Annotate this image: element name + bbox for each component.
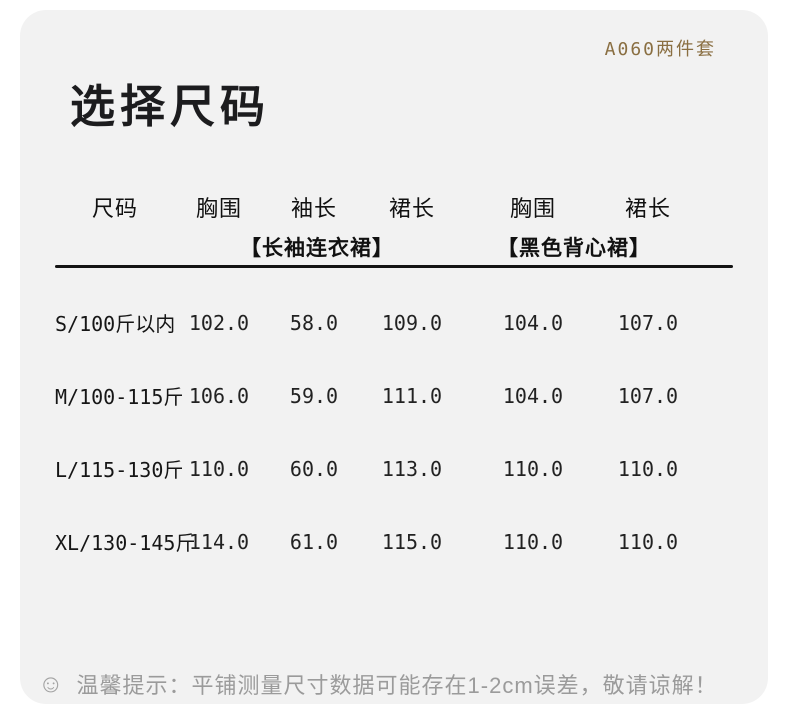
value-cell: 109.0 bbox=[381, 310, 443, 335]
value-cell: 59.0 bbox=[289, 383, 339, 408]
column-header-skirt-1: 裙长 bbox=[388, 196, 435, 221]
group-header-black-vest-dress: 【黑色背心裙】 bbox=[497, 237, 651, 260]
size-cell: L/115-130斤 bbox=[55, 458, 184, 482]
size-cell: M/100-115斤 bbox=[55, 385, 184, 409]
table-header-row: 尺码 胸围 袖长 裙长 胸围 裙长 bbox=[20, 185, 768, 229]
table-divider bbox=[55, 265, 733, 268]
value-cell: 110.0 bbox=[502, 529, 564, 554]
value-cell: 110.0 bbox=[188, 456, 250, 481]
column-header-size: 尺码 bbox=[91, 196, 138, 221]
value-cell: 60.0 bbox=[289, 456, 339, 481]
table-row: S/100斤以内 102.0 58.0 109.0 104.0 107.0 bbox=[20, 286, 768, 359]
value-cell: 114.0 bbox=[188, 529, 250, 554]
table-group-row: 【长袖连衣裙】 【黑色背心裙】 bbox=[20, 229, 768, 265]
value-cell: 61.0 bbox=[289, 529, 339, 554]
value-cell: 110.0 bbox=[617, 456, 679, 481]
group-header-long-sleeve-dress: 【长袖连衣裙】 bbox=[240, 237, 394, 260]
size-chart-card: A060两件套 选择尺码 尺码 胸围 袖长 裙长 胸围 裙长 【长袖连衣裙】 【… bbox=[20, 10, 768, 704]
table-row: M/100-115斤 106.0 59.0 111.0 104.0 107.0 bbox=[20, 359, 768, 432]
value-cell: 104.0 bbox=[502, 310, 564, 335]
table-row: L/115-130斤 110.0 60.0 113.0 110.0 110.0 bbox=[20, 432, 768, 505]
value-cell: 104.0 bbox=[502, 383, 564, 408]
table-row: XL/130-145斤 114.0 61.0 115.0 110.0 110.0 bbox=[20, 505, 768, 578]
size-cell: S/100斤以内 bbox=[55, 312, 176, 336]
smiley-icon: ☺ bbox=[38, 669, 64, 698]
size-cell: XL/130-145斤 bbox=[55, 531, 196, 555]
value-cell: 107.0 bbox=[617, 310, 679, 335]
column-header-sleeve: 袖长 bbox=[290, 196, 337, 221]
value-cell: 110.0 bbox=[502, 456, 564, 481]
value-cell: 58.0 bbox=[289, 310, 339, 335]
product-code-badge: A060两件套 bbox=[604, 39, 716, 60]
column-header-skirt-2: 裙长 bbox=[624, 196, 671, 221]
column-header-bust-2: 胸围 bbox=[509, 196, 556, 221]
table-body: S/100斤以内 102.0 58.0 109.0 104.0 107.0 M/… bbox=[20, 268, 768, 578]
size-table: 尺码 胸围 袖长 裙长 胸围 裙长 【长袖连衣裙】 【黑色背心裙】 S/100斤… bbox=[20, 185, 768, 578]
value-cell: 106.0 bbox=[188, 383, 250, 408]
value-cell: 111.0 bbox=[381, 383, 443, 408]
tip-text: 温馨提示：平铺测量尺寸数据可能存在1-2cm误差，敬请谅解！ bbox=[76, 673, 718, 698]
value-cell: 107.0 bbox=[617, 383, 679, 408]
column-header-bust-1: 胸围 bbox=[195, 196, 242, 221]
value-cell: 115.0 bbox=[381, 529, 443, 554]
value-cell: 110.0 bbox=[617, 529, 679, 554]
value-cell: 102.0 bbox=[188, 310, 250, 335]
tip-row: ☺ 温馨提示：平铺测量尺寸数据可能存在1-2cm误差，敬请谅解！ bbox=[38, 668, 718, 700]
value-cell: 113.0 bbox=[381, 456, 443, 481]
page-title: 选择尺码 bbox=[70, 81, 271, 132]
